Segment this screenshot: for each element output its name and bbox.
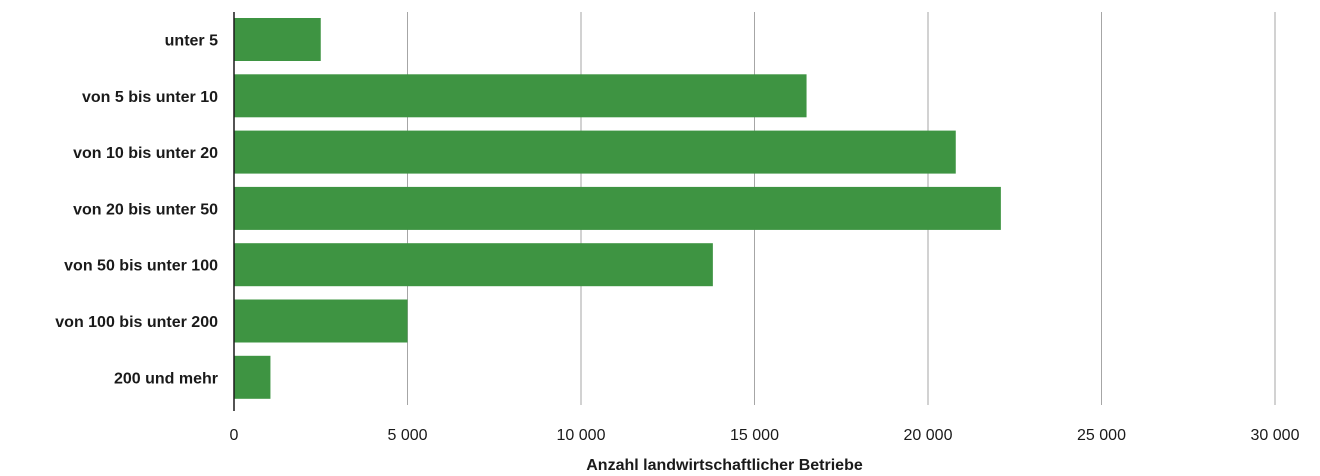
x-tick-labels: 0 5 000 10 000 15 000 20 000 25 000 30 000 [230, 427, 1300, 444]
category-label: von 10 bis unter 20 [73, 145, 218, 162]
category-label: von 50 bis unter 100 [64, 258, 218, 275]
bars [234, 18, 1001, 399]
bar [234, 74, 807, 118]
x-tick-label: 20 000 [904, 427, 953, 444]
x-tick-label: 0 [230, 427, 239, 444]
bar [234, 355, 271, 399]
category-label: 200 und mehr [114, 370, 218, 387]
category-label: von 5 bis unter 10 [82, 89, 218, 106]
x-tick-label: 25 000 [1077, 427, 1126, 444]
bar [234, 130, 956, 174]
category-label: von 20 bis unter 50 [73, 201, 218, 218]
bar [234, 243, 713, 287]
bar [234, 186, 1001, 230]
bar [234, 18, 321, 61]
x-axis-title: Anzahl landwirtschaftlicher Betriebe [586, 457, 863, 474]
x-tick-label: 5 000 [387, 427, 427, 444]
x-tick-label: 10 000 [557, 427, 606, 444]
x-tick-label: 15 000 [730, 427, 779, 444]
category-label: von 100 bis unter 200 [55, 314, 218, 331]
category-label: unter 5 [165, 33, 218, 50]
category-labels: unter 5 von 5 bis unter 10 von 10 bis unte… [55, 33, 218, 388]
x-tick-label: 30 000 [1251, 427, 1300, 444]
bar [234, 299, 408, 343]
